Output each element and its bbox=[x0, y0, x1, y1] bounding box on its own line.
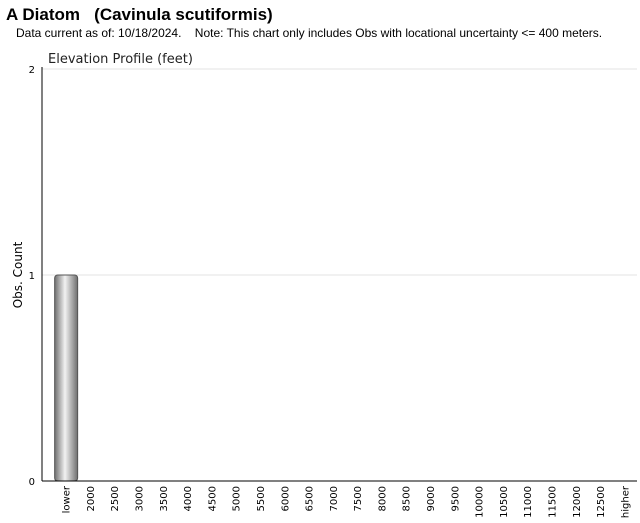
x-tick-label: 11500 bbox=[547, 486, 558, 518]
x-tick-label: 5500 bbox=[256, 486, 267, 511]
gridlines bbox=[42, 68, 637, 276]
axes bbox=[41, 67, 637, 482]
x-tick-label: 4000 bbox=[183, 486, 194, 511]
y-tick-label: 1 bbox=[29, 271, 35, 282]
x-tick-label: 6000 bbox=[280, 486, 291, 511]
x-tick-label: 12500 bbox=[596, 486, 607, 518]
bars bbox=[54, 274, 79, 482]
x-tick-label: 5000 bbox=[232, 486, 243, 511]
page-title: A Diatom (Cavinula scutiformis) bbox=[6, 5, 273, 24]
x-tick-label: 3500 bbox=[159, 486, 170, 511]
x-tick-label: 10000 bbox=[475, 486, 486, 518]
bar-lower bbox=[54, 274, 79, 482]
x-tick-label: 2000 bbox=[86, 486, 97, 511]
x-tick-label: 11000 bbox=[523, 486, 534, 518]
x-tick-label: lower bbox=[62, 485, 73, 513]
chart-title: Elevation Profile (feet) bbox=[48, 52, 193, 67]
x-tick-label: 6500 bbox=[305, 486, 316, 511]
y-axis-label: Obs. Count bbox=[11, 241, 25, 308]
x-tick-label: 2500 bbox=[110, 486, 121, 511]
x-tick-label: higher bbox=[620, 485, 631, 518]
x-tick-label: 7500 bbox=[353, 486, 364, 511]
y-tick-label: 2 bbox=[29, 65, 35, 76]
x-tick-label: 12000 bbox=[572, 486, 583, 518]
x-tick-label: 4500 bbox=[207, 486, 218, 511]
x-tick-label: 9500 bbox=[450, 486, 461, 511]
tick-labels: 0 1 2 lower 2000 2500 3000 3500 4000 4500 5000 5500… bbox=[29, 65, 632, 518]
y-tick-label: 0 bbox=[29, 477, 35, 488]
data-note: Data current as of: 10/18/2024. Note: Th… bbox=[16, 26, 603, 40]
x-tick-label: 8500 bbox=[402, 486, 413, 511]
x-tick-label: 3000 bbox=[135, 486, 146, 511]
x-tick-label: 9000 bbox=[426, 486, 437, 511]
x-tick-label: 8000 bbox=[377, 486, 388, 511]
x-tick-label: 7000 bbox=[329, 486, 340, 511]
x-tick-label: 10500 bbox=[499, 486, 510, 518]
